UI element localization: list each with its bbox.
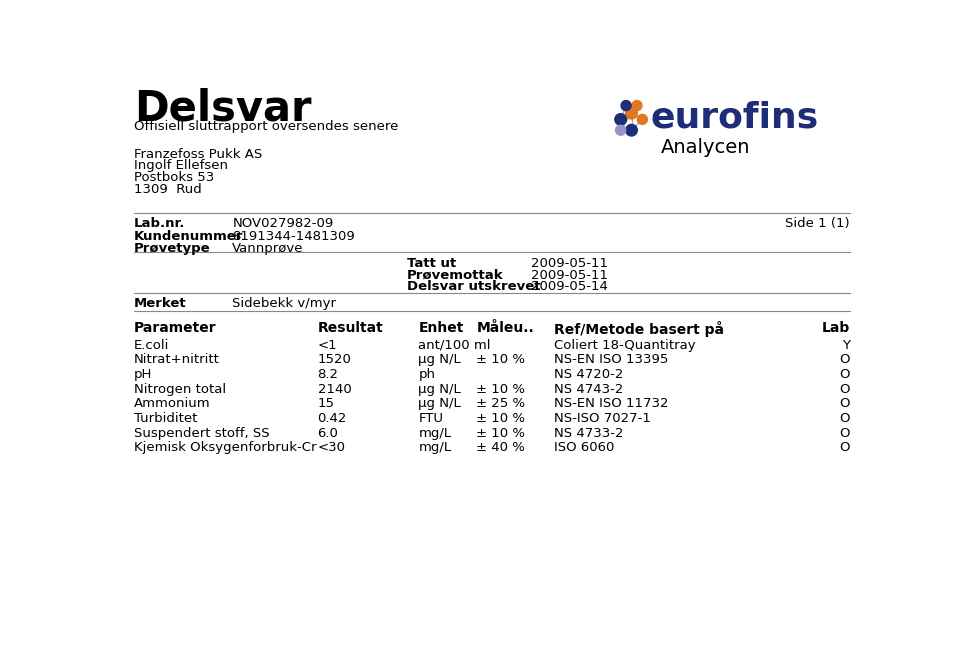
Text: Tatt ut: Tatt ut — [407, 257, 456, 271]
Text: ± 10 %: ± 10 % — [476, 383, 525, 396]
Text: O: O — [840, 441, 850, 455]
Circle shape — [614, 113, 627, 125]
Text: 2140: 2140 — [318, 383, 351, 396]
Text: Sidebekk v/myr: Sidebekk v/myr — [232, 297, 336, 310]
Text: 6.0: 6.0 — [318, 426, 339, 440]
Text: µg N/L: µg N/L — [419, 354, 461, 367]
Text: eurofins: eurofins — [651, 101, 819, 135]
Text: ± 10 %: ± 10 % — [476, 426, 525, 440]
Text: 8191344-1481309: 8191344-1481309 — [232, 229, 355, 242]
Text: Ammonium: Ammonium — [134, 398, 210, 411]
Text: ph: ph — [419, 368, 436, 381]
Text: mg/L: mg/L — [419, 441, 451, 455]
Circle shape — [632, 101, 642, 111]
Text: NS 4733-2: NS 4733-2 — [554, 426, 623, 440]
Text: Vannprøve: Vannprøve — [232, 242, 304, 255]
Text: ± 40 %: ± 40 % — [476, 441, 525, 455]
Text: 0.42: 0.42 — [318, 412, 347, 425]
Text: Delsvar utskrevet: Delsvar utskrevet — [407, 280, 540, 293]
Circle shape — [626, 124, 637, 136]
Text: Franzefoss Pukk AS: Franzefoss Pukk AS — [134, 148, 262, 161]
Text: NOV027982-09: NOV027982-09 — [232, 217, 334, 230]
Text: Enhet: Enhet — [419, 321, 464, 335]
Text: 2009-05-14: 2009-05-14 — [531, 280, 608, 293]
Text: <1: <1 — [318, 339, 337, 352]
Text: µg N/L: µg N/L — [419, 383, 461, 396]
Text: Prøvemottak: Prøvemottak — [407, 269, 503, 282]
Text: ant/100 ml: ant/100 ml — [419, 339, 491, 352]
Text: ± 10 %: ± 10 % — [476, 412, 525, 425]
Text: Y: Y — [842, 339, 850, 352]
Text: Måleu..: Måleu.. — [476, 321, 535, 335]
Text: Postboks 53: Postboks 53 — [134, 171, 214, 184]
Text: Analycen: Analycen — [660, 138, 750, 157]
Text: ± 10 %: ± 10 % — [476, 354, 525, 367]
Text: Delsvar: Delsvar — [134, 88, 311, 130]
Circle shape — [621, 101, 631, 111]
Text: Nitrat+nitritt: Nitrat+nitritt — [134, 354, 220, 367]
Text: Prøvetype: Prøvetype — [134, 242, 210, 255]
Text: Lab.nr.: Lab.nr. — [134, 217, 185, 230]
Text: 2009-05-11: 2009-05-11 — [531, 269, 608, 282]
Text: Resultat: Resultat — [318, 321, 383, 335]
Text: Merket: Merket — [134, 297, 186, 310]
Text: 15: 15 — [318, 398, 335, 411]
Text: NS 4743-2: NS 4743-2 — [554, 383, 623, 396]
Text: 1309  Rud: 1309 Rud — [134, 183, 202, 196]
Text: µg N/L: µg N/L — [419, 398, 461, 411]
Text: pH: pH — [134, 368, 153, 381]
Text: NS 4720-2: NS 4720-2 — [554, 368, 623, 381]
Text: FTU: FTU — [419, 412, 444, 425]
Text: O: O — [840, 383, 850, 396]
Text: ± 25 %: ± 25 % — [476, 398, 526, 411]
Text: ISO 6060: ISO 6060 — [554, 441, 614, 455]
Text: O: O — [840, 426, 850, 440]
Text: Nitrogen total: Nitrogen total — [134, 383, 226, 396]
Text: E.coli: E.coli — [134, 339, 169, 352]
Text: Kundenummer: Kundenummer — [134, 229, 243, 242]
Text: Suspendert stoff, SS: Suspendert stoff, SS — [134, 426, 270, 440]
Text: Ingolf Ellefsen: Ingolf Ellefsen — [134, 159, 228, 172]
Text: Side 1 (1): Side 1 (1) — [785, 217, 850, 230]
Text: Ref/Metode basert på: Ref/Metode basert på — [554, 321, 724, 337]
Text: Turbiditet: Turbiditet — [134, 412, 198, 425]
Circle shape — [615, 125, 626, 135]
Text: Lab: Lab — [822, 321, 850, 335]
Text: Kjemisk Oksygenforbruk-Cr: Kjemisk Oksygenforbruk-Cr — [134, 441, 317, 455]
Text: 2009-05-11: 2009-05-11 — [531, 257, 608, 271]
Text: Parameter: Parameter — [134, 321, 217, 335]
Text: O: O — [840, 354, 850, 367]
Text: O: O — [840, 398, 850, 411]
Text: Coliert 18-Quantitray: Coliert 18-Quantitray — [554, 339, 696, 352]
Circle shape — [637, 115, 647, 124]
Text: mg/L: mg/L — [419, 426, 451, 440]
Text: NS-EN ISO 11732: NS-EN ISO 11732 — [554, 398, 668, 411]
Text: NS-ISO 7027-1: NS-ISO 7027-1 — [554, 412, 651, 425]
Text: NS-EN ISO 13395: NS-EN ISO 13395 — [554, 354, 668, 367]
Text: 8.2: 8.2 — [318, 368, 339, 381]
Circle shape — [626, 107, 637, 119]
Text: Offisiell sluttrapport oversendes senere: Offisiell sluttrapport oversendes senere — [134, 120, 398, 133]
Text: 1520: 1520 — [318, 354, 351, 367]
Text: O: O — [840, 412, 850, 425]
Text: <30: <30 — [318, 441, 346, 455]
Text: O: O — [840, 368, 850, 381]
